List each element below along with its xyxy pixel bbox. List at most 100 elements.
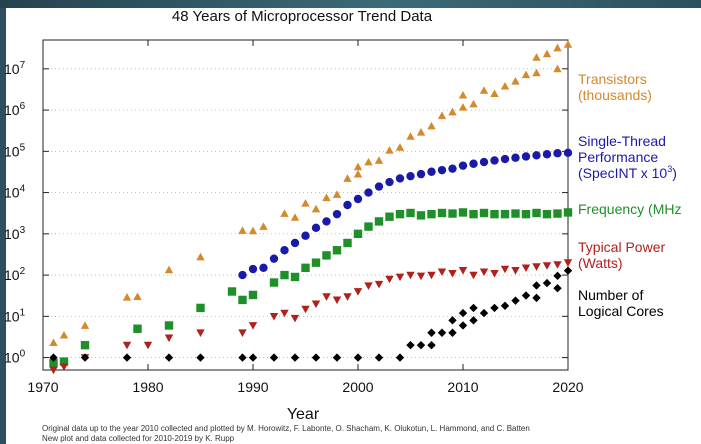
data-point (122, 341, 132, 350)
data-point (353, 194, 363, 204)
data-point (290, 314, 300, 323)
data-point (542, 262, 552, 270)
data-point (385, 212, 394, 221)
x-tick-label: 2000 (342, 379, 373, 395)
data-point (437, 208, 447, 218)
data-point (164, 353, 174, 362)
data-point (479, 86, 489, 94)
data-point (469, 303, 478, 313)
data-point (521, 70, 531, 79)
data-point (521, 291, 531, 300)
data-point (542, 278, 552, 288)
data-point (500, 154, 510, 164)
data-point (479, 308, 489, 318)
data-point (259, 222, 268, 230)
legend-label: Frequency (MHz (578, 201, 681, 217)
data-point (395, 273, 405, 282)
data-point (395, 143, 405, 151)
data-point (364, 188, 373, 197)
data-point (238, 270, 247, 280)
data-point (427, 328, 436, 337)
series-square (49, 208, 573, 368)
data-point (553, 64, 562, 73)
data-point (490, 156, 499, 165)
data-point (374, 280, 384, 289)
data-point (532, 293, 541, 303)
chart-title: 48 Years of Microprocessor Trend Data (172, 8, 433, 25)
data-point (59, 357, 69, 366)
y-tick-label: 100 (4, 349, 26, 366)
data-point (553, 261, 562, 269)
data-point (332, 296, 342, 305)
x-tick-label: 1980 (132, 379, 163, 395)
data-point (196, 329, 205, 337)
data-point (332, 209, 342, 219)
data-point (196, 252, 205, 261)
data-point (521, 152, 531, 161)
data-point (385, 146, 394, 154)
data-point (553, 149, 562, 158)
data-point (563, 148, 573, 158)
data-point (269, 353, 279, 362)
slide-frame-top (0, 0, 701, 8)
data-point (511, 153, 520, 162)
legend-label: Transistors (thousands) (578, 71, 652, 103)
data-point (238, 329, 247, 337)
data-point (448, 270, 457, 278)
data-point (385, 177, 394, 187)
data-point (448, 316, 457, 325)
data-point (479, 268, 489, 277)
data-point (164, 321, 174, 330)
data-point (406, 208, 415, 218)
data-point (448, 209, 457, 218)
data-point (500, 265, 510, 274)
data-point (280, 246, 289, 255)
data-point (469, 316, 478, 325)
data-point (311, 258, 321, 267)
series-diamond (49, 266, 573, 362)
data-point (406, 132, 415, 140)
data-point (332, 353, 342, 362)
data-point (427, 167, 436, 176)
data-point (290, 238, 300, 248)
data-point (59, 363, 69, 371)
data-point (322, 193, 331, 202)
data-point (521, 264, 531, 273)
data-point (227, 287, 237, 296)
data-point (238, 295, 247, 305)
data-point (490, 270, 499, 278)
data-point (437, 268, 447, 277)
data-point (364, 157, 373, 166)
data-point (542, 49, 552, 58)
data-point (532, 281, 541, 290)
data-point (416, 211, 426, 220)
data-point (311, 300, 321, 309)
data-point (563, 259, 573, 267)
data-point (490, 303, 499, 313)
data-point (458, 90, 468, 99)
data-point (511, 296, 520, 305)
data-point (458, 308, 468, 318)
data-point (238, 226, 247, 234)
series-triangle-up (49, 40, 573, 347)
data-point (374, 217, 384, 226)
data-point (301, 231, 310, 240)
data-point (416, 169, 426, 179)
data-point (406, 171, 415, 181)
data-point (311, 223, 321, 233)
data-point (458, 103, 468, 111)
data-point (374, 156, 384, 164)
data-point (511, 267, 520, 275)
data-point (469, 99, 478, 108)
x-tick-label: 2020 (552, 379, 583, 395)
y-tick-label: 102 (4, 266, 26, 283)
data-point (511, 77, 520, 85)
data-point (122, 293, 132, 301)
data-point (500, 301, 510, 311)
data-point (311, 353, 321, 362)
data-point (353, 169, 363, 178)
data-point (427, 121, 436, 130)
data-point (280, 209, 289, 217)
data-point (416, 128, 426, 136)
